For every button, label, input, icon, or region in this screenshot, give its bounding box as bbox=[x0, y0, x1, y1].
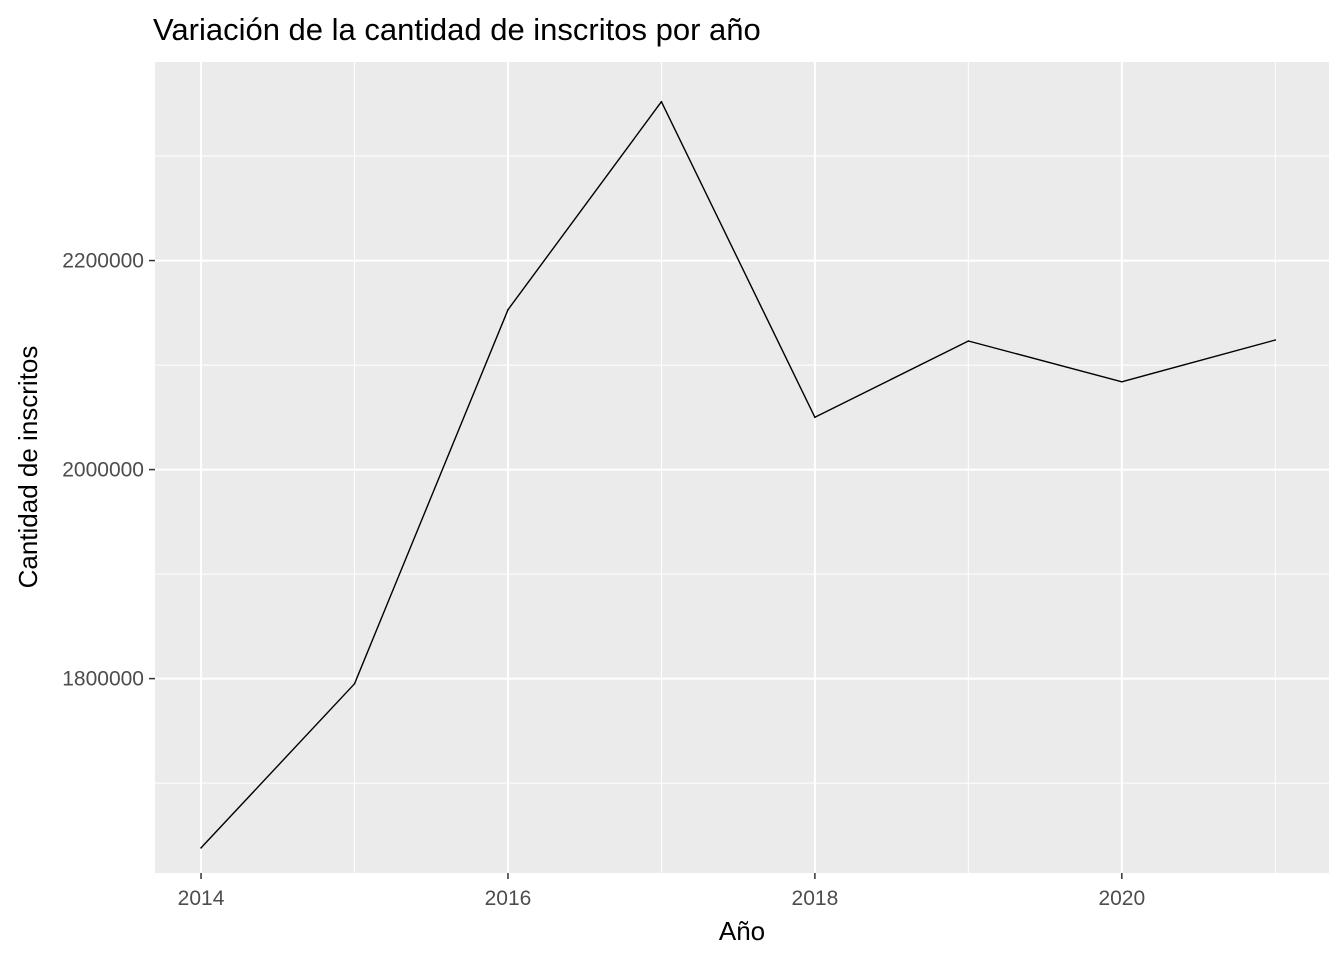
minor-gridlines bbox=[155, 62, 1329, 873]
y-tick-label: 1800000 bbox=[62, 668, 144, 691]
y-tick-label: 2200000 bbox=[62, 250, 144, 273]
chart-title: Variación de la cantidad de inscritos po… bbox=[153, 12, 761, 47]
data-point bbox=[1121, 381, 1123, 383]
series-line bbox=[200, 100, 1276, 849]
data-point bbox=[660, 100, 663, 103]
data-point bbox=[814, 416, 816, 419]
y-axis-title: Cantidad de inscritos bbox=[13, 346, 43, 589]
data-point bbox=[353, 683, 356, 685]
x-axis: 2014 2016 2018 2020 bbox=[178, 873, 1145, 910]
y-axis: 1800000 2000000 2200000 bbox=[62, 250, 155, 691]
major-gridlines bbox=[155, 62, 1329, 873]
x-tick-label: 2014 bbox=[178, 887, 225, 910]
data-point bbox=[967, 340, 970, 342]
x-axis-title: Año bbox=[719, 916, 765, 946]
x-tick-label: 2018 bbox=[792, 887, 839, 910]
series-layer bbox=[200, 100, 1277, 849]
data-point bbox=[1274, 339, 1277, 341]
plot-panel bbox=[155, 62, 1329, 873]
y-tick-label: 2000000 bbox=[62, 459, 144, 482]
data-point bbox=[200, 847, 202, 849]
x-tick-label: 2020 bbox=[1098, 887, 1145, 910]
data-point bbox=[507, 308, 509, 311]
x-tick-label: 2016 bbox=[485, 887, 532, 910]
